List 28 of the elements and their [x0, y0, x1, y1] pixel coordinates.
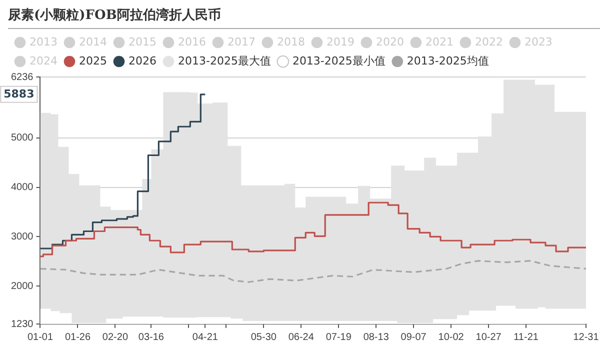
x-tick-label: 10-02: [438, 332, 464, 343]
x-tick-label: 01-01: [27, 332, 54, 343]
x-tick-label: 08-13: [363, 332, 390, 343]
annotation: 5883: [4, 87, 34, 100]
y-tick-label: 1230: [10, 318, 34, 330]
chart-title: 尿素(小颗粒)FOB阿拉伯湾折人民币: [8, 6, 600, 29]
x-tick-label: 10-27: [476, 332, 502, 343]
y-tick-label: 5000: [10, 132, 34, 144]
x-tick-label: 03-16: [138, 332, 164, 343]
line-series: [40, 260, 586, 283]
y-tick-label: 3000: [10, 231, 34, 242]
legend-label: 2013-2025最小值: [292, 54, 386, 68]
x-tick-label: 05-30: [250, 332, 277, 343]
legend-label: 2013-2025最大值: [178, 54, 271, 68]
legend-label: 2025: [78, 54, 107, 68]
y-tick-label: 4000: [10, 182, 34, 194]
x-tick-label: 09-07: [400, 332, 427, 343]
x-tick-label: 11-21: [514, 332, 539, 343]
x-tick-label: 12-31: [573, 332, 600, 343]
x-tick-label: 01-26: [64, 332, 91, 343]
x-tick-label: 07-19: [326, 332, 352, 343]
x-tick-label: 04-21: [192, 332, 218, 343]
x-tick-label: 02-20: [102, 332, 128, 343]
legend-label: 2026: [128, 54, 156, 68]
x-tick-label: 06-24: [288, 332, 314, 343]
legend-label: 2013-2025均值: [406, 54, 489, 68]
y-tick-label: 2000: [10, 280, 34, 292]
y-tick-label: 6236: [10, 72, 34, 83]
